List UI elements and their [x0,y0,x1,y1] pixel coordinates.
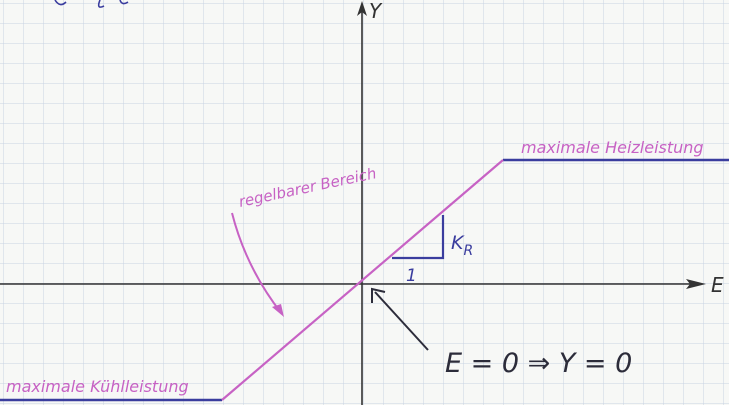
x-axis-arrowhead [686,279,706,289]
max-cooling-label: maximale Kühlleistung [6,377,189,396]
gain-label: KR [451,232,473,259]
origin-condition-text: E = 0 ⇒ Y = 0 [445,348,632,379]
slope-triangle [392,215,445,260]
cut-off-heading-scribble [54,0,129,8]
max-heating-label: maximale Heizleistung [521,138,704,157]
gain-subscript: R [463,243,473,259]
x-axis-label: E [711,273,724,297]
gain-symbol: K [451,232,465,254]
y-axis-arrowhead [357,1,367,16]
range-pointer-arrowhead [272,304,284,317]
origin-pointer-arrow [374,291,429,351]
range-pointer-arrow [231,212,283,315]
y-axis-label: Y [369,0,383,23]
origin-pointer-arrowhead [371,287,386,303]
linear-range-line [221,159,504,401]
slope-run-label: 1 [406,266,417,286]
